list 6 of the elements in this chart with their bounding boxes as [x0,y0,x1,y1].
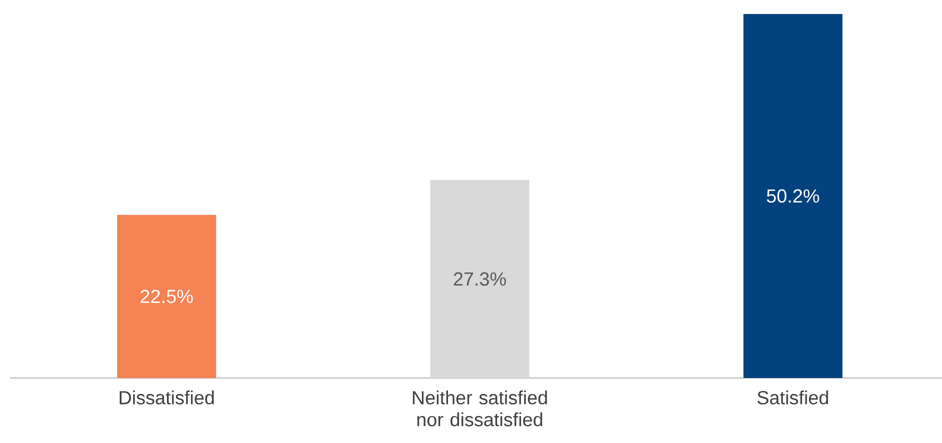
x-tick-label: Satisfied [758,390,828,404]
data-label: 50.2% [766,189,820,203]
data-label: 27.3% [454,272,506,286]
data-label: 22.5% [140,290,193,304]
x-tick-label: Neither satisfied nor dissatisfied [412,390,547,426]
x-tick-label: Dissatisfied [120,390,214,404]
